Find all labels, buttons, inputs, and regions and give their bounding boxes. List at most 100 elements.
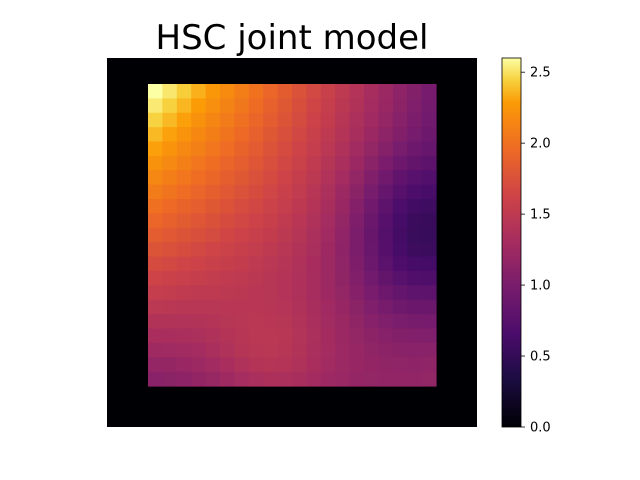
heatmap-cell [421, 285, 437, 301]
heatmap-cell [335, 242, 351, 258]
heatmap-cell [162, 98, 178, 114]
heatmap-cell [277, 357, 293, 373]
heatmap-cell [349, 242, 365, 258]
heatmap-cell [364, 98, 379, 114]
heatmap-cell [148, 371, 163, 387]
heatmap-cell [205, 155, 221, 171]
heatmap-cell [234, 256, 250, 272]
heatmap-cell [349, 371, 365, 387]
heatmap-cell [191, 141, 207, 157]
heatmap-cell [335, 84, 351, 99]
heatmap-cell [392, 227, 408, 243]
heatmap-cell [191, 299, 207, 315]
heatmap-cell [220, 155, 235, 171]
heatmap-cell [277, 256, 293, 272]
heatmap-cell [205, 242, 221, 258]
heatmap-cell [335, 112, 351, 128]
heatmap-cell [421, 141, 437, 157]
heatmap-cell [220, 256, 235, 272]
heatmap-cell [248, 328, 264, 344]
heatmap-cell [392, 184, 408, 200]
heatmap-cell [263, 270, 279, 286]
heatmap-cell [220, 299, 235, 315]
heatmap-cell [320, 112, 336, 128]
heatmap-cell [162, 155, 178, 171]
heatmap-cell [306, 84, 322, 99]
heatmap-cell [176, 155, 192, 171]
heatmap-cell [162, 84, 178, 99]
heatmap-cell [220, 328, 235, 344]
heatmap-cell [162, 342, 178, 358]
heatmap-cell [407, 170, 423, 186]
heatmap-cell [335, 357, 351, 373]
heatmap-cell [162, 256, 178, 272]
heatmap-cell [248, 199, 264, 215]
heatmap-cell [292, 98, 307, 114]
colorbar-tick-label: 2.0 [530, 137, 551, 152]
heatmap-cell [292, 213, 307, 229]
heatmap-cell [306, 199, 322, 215]
heatmap-cell [277, 112, 293, 128]
colorbar-tick-label: 1.0 [530, 279, 551, 294]
heatmap-cell [378, 371, 394, 387]
heatmap-cell [421, 127, 437, 143]
heatmap-cell [407, 213, 423, 229]
heatmap-cell [335, 184, 351, 200]
heatmap-cell [421, 112, 437, 128]
heatmap-cell [392, 314, 408, 330]
heatmap-cell [292, 285, 307, 301]
heatmap-cell [148, 256, 163, 272]
heatmap-cell [220, 342, 235, 358]
heatmap-cell [349, 342, 365, 358]
heatmap-cell [421, 328, 437, 344]
heatmap-cell [335, 299, 351, 315]
heatmap-cell [234, 112, 250, 128]
heatmap-cell [364, 357, 379, 373]
heatmap-cell [248, 112, 264, 128]
heatmap-cell [392, 342, 408, 358]
heatmap-cell [421, 342, 437, 358]
heatmap-cell [335, 170, 351, 186]
heatmap-cell [378, 314, 394, 330]
heatmap-cell [176, 328, 192, 344]
heatmap-cell [378, 357, 394, 373]
heatmap-cell [292, 141, 307, 157]
heatmap-cell [378, 342, 394, 358]
heatmap-cell [220, 170, 235, 186]
heatmap-cell [148, 285, 163, 301]
heatmap-cell [335, 314, 351, 330]
heatmap-cell [378, 256, 394, 272]
heatmap-cell [421, 170, 437, 186]
heatmap-cell [220, 314, 235, 330]
heatmap-cell [277, 141, 293, 157]
heatmap-cell [306, 371, 322, 387]
heatmap-cell [148, 270, 163, 286]
heatmap-cell [364, 285, 379, 301]
heatmap-cell [277, 270, 293, 286]
heatmap-cell [335, 155, 351, 171]
heatmap-cell [220, 184, 235, 200]
heatmap-cell [335, 141, 351, 157]
heatmap-cell [306, 184, 322, 200]
heatmap-cell [306, 112, 322, 128]
heatmap-cell [263, 112, 279, 128]
heatmap-cell [421, 84, 437, 99]
heatmap-cell [263, 98, 279, 114]
heatmap-cell [407, 199, 423, 215]
heatmap-cell [148, 199, 163, 215]
heatmap-cell [392, 199, 408, 215]
heatmap-cell [148, 227, 163, 243]
heatmap-cell [407, 184, 423, 200]
heatmap-cell [349, 112, 365, 128]
heatmap-cell [407, 357, 423, 373]
heatmap-cell [162, 141, 178, 157]
heatmap-cell [320, 199, 336, 215]
heatmap-cell [292, 112, 307, 128]
heatmap-cell [205, 357, 221, 373]
heatmap-cell [148, 98, 163, 114]
heatmap-cell [320, 141, 336, 157]
heatmap-cell [349, 155, 365, 171]
heatmap-cell [263, 213, 279, 229]
heatmap-cell [378, 285, 394, 301]
heatmap-cell [176, 227, 192, 243]
